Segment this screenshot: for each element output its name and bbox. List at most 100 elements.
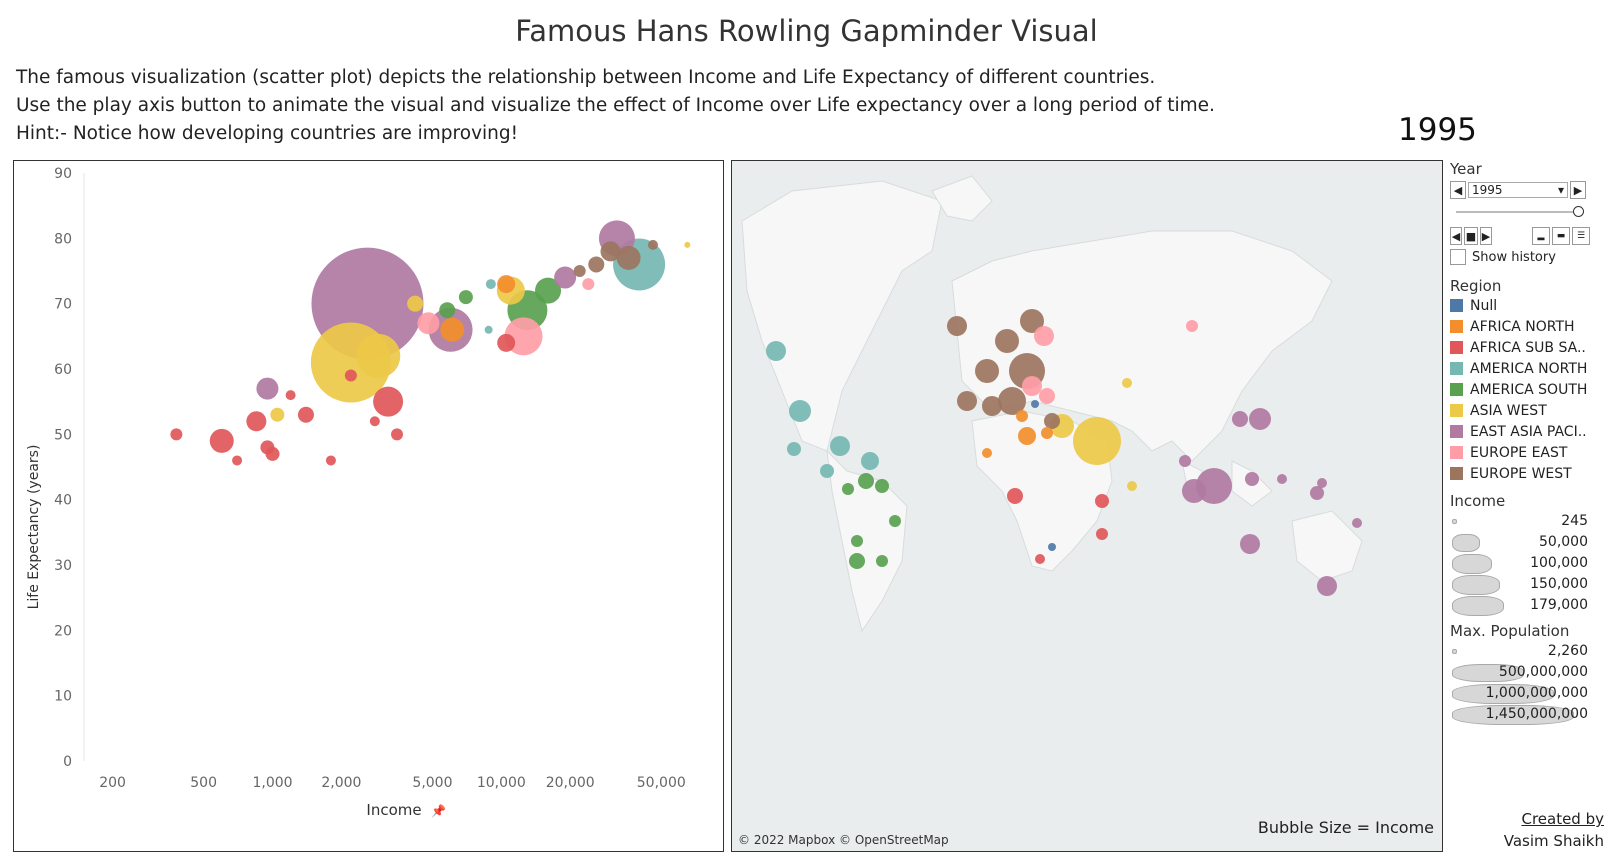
map-bubble	[1310, 486, 1324, 500]
map-bubble	[1073, 417, 1121, 465]
legend-item[interactable]: EAST ASIA PACI..	[1450, 421, 1610, 442]
size-value: 500,000,000	[1498, 663, 1588, 680]
created-by-link[interactable]: Created by	[1521, 810, 1604, 828]
region-legend-header: Region	[1450, 277, 1502, 295]
map-bubble	[851, 535, 863, 547]
size-value: 245	[1561, 512, 1588, 529]
x-axis-label: Income	[366, 801, 421, 819]
year-dropdown[interactable]: 1995 ▾	[1468, 182, 1568, 198]
data-point	[256, 377, 279, 400]
legend-label: AMERICA NORTH	[1470, 360, 1588, 377]
data-point	[535, 277, 562, 304]
map-bubble	[1048, 543, 1056, 551]
playback-controls: ◀ ■ ▶ ▂ ▬ ☰	[1450, 227, 1590, 245]
legend-item[interactable]: AMERICA SOUTH	[1450, 379, 1610, 400]
data-point	[458, 290, 473, 305]
data-point	[497, 275, 516, 294]
population-size-row: 1,450,000,000	[1450, 703, 1588, 725]
legend-item[interactable]: Null	[1450, 295, 1610, 316]
map-bubble	[858, 473, 874, 489]
size-marker	[1452, 595, 1504, 616]
step-back-icon[interactable]: ◀	[1450, 227, 1462, 245]
population-size-row: 500,000,000	[1450, 661, 1588, 682]
x-tick-label: 200	[99, 775, 126, 791]
map-bubble	[789, 400, 811, 422]
size-marker	[1452, 533, 1480, 552]
legend-item[interactable]: ASIA WEST	[1450, 400, 1610, 421]
population-legend-header: Max. Population	[1450, 622, 1570, 640]
scatter-chart[interactable]: 0 10 20 30 40 50 60 70 80 90 200 500 1,000 2,000 5,000…	[13, 160, 724, 852]
legend-swatch	[1450, 404, 1463, 417]
stop-icon[interactable]: ■	[1464, 227, 1478, 245]
map-bubble	[766, 341, 786, 361]
speed-medium-icon[interactable]: ▬	[1552, 227, 1570, 245]
map-bubble	[1277, 474, 1287, 484]
speed-slow-icon[interactable]: ▂	[1532, 227, 1550, 245]
x-tick-label: 1,000	[252, 775, 292, 791]
data-point	[285, 390, 296, 401]
map-bubble	[1179, 455, 1191, 467]
data-point	[369, 416, 380, 427]
data-point	[356, 333, 401, 378]
map-bubble	[849, 553, 865, 569]
size-marker	[1452, 704, 1574, 725]
population-legend: 2,260 500,000,000 1,000,000,000 1,450,000,0…	[1450, 640, 1588, 725]
speed-fast-icon[interactable]: ☰	[1572, 227, 1590, 245]
legend-item[interactable]: AMERICA NORTH	[1450, 358, 1610, 379]
map-bubble	[1232, 411, 1248, 427]
map-bubble	[1352, 518, 1362, 528]
y-tick-label: 30	[54, 558, 72, 574]
legend-label: EAST ASIA PACI..	[1470, 423, 1587, 440]
legend-swatch	[1450, 320, 1463, 333]
y-tick-label: 50	[54, 427, 72, 443]
map-bubble	[787, 442, 801, 456]
map-bubble	[1016, 410, 1028, 422]
legend-swatch	[1450, 383, 1463, 396]
y-tick-label: 10	[54, 689, 72, 705]
year-dropdown-value: 1995	[1472, 183, 1503, 197]
map-bubble	[982, 396, 1002, 416]
slider-thumb[interactable]	[1573, 206, 1584, 217]
legend-label: EUROPE EAST	[1470, 444, 1568, 461]
map-bubble	[1031, 400, 1039, 408]
map-bubble	[1039, 388, 1055, 404]
data-point	[600, 241, 621, 262]
x-tick-label: 20,000	[546, 775, 595, 791]
legend-item[interactable]: AFRICA NORTH	[1450, 316, 1610, 337]
x-tick-label: 500	[190, 775, 217, 791]
map-credit[interactable]: © 2022 Mapbox © OpenStreetMap	[738, 833, 949, 847]
map-bubble	[1041, 427, 1053, 439]
map-bubble	[998, 387, 1026, 415]
data-point	[246, 411, 267, 432]
filter-panel: Year ◀ 1995 ▾ ▶ ◀ ■ ▶ ▂ ▬ ☰ Show history…	[1450, 160, 1610, 850]
legend-item[interactable]: AFRICA SUB SA..	[1450, 337, 1610, 358]
prev-year-button[interactable]: ◀	[1450, 181, 1466, 199]
map-bubble	[1122, 378, 1132, 388]
description-line: Use the play axis button to animate the …	[16, 95, 1215, 116]
data-point	[554, 266, 577, 289]
next-year-button[interactable]: ▶	[1570, 181, 1586, 199]
size-value: 100,000	[1530, 554, 1588, 571]
show-history-checkbox[interactable]	[1450, 249, 1466, 265]
legend-swatch	[1450, 425, 1463, 438]
legend-label: AFRICA SUB SA..	[1470, 339, 1586, 356]
description: The famous visualization (scatter plot) …	[16, 64, 1215, 148]
map-bubble	[1018, 427, 1036, 445]
size-marker	[1452, 683, 1554, 704]
map-bubble	[861, 452, 879, 470]
income-size-row: 150,000	[1450, 573, 1588, 595]
legend-item[interactable]: EUROPE EAST	[1450, 442, 1610, 463]
legend-swatch	[1450, 362, 1463, 375]
region-legend: Null AFRICA NORTH AFRICA SUB SA.. AMERICA N…	[1450, 295, 1610, 484]
map-bubble	[842, 483, 854, 495]
scatter-svg: 0 10 20 30 40 50 60 70 80 90 200 500 1,000 2,000 5,000…	[26, 166, 691, 819]
data-point	[588, 256, 605, 273]
year-slider[interactable]	[1456, 206, 1584, 217]
map-bubble	[957, 391, 977, 411]
world-map[interactable]: © 2022 Mapbox © OpenStreetMap Bubble Siz…	[731, 160, 1443, 852]
pin-icon: 📌	[431, 803, 446, 818]
play-icon[interactable]: ▶	[1480, 227, 1492, 245]
legend-item[interactable]: EUROPE WEST	[1450, 463, 1610, 484]
legend-swatch	[1450, 299, 1463, 312]
data-point	[684, 241, 691, 248]
